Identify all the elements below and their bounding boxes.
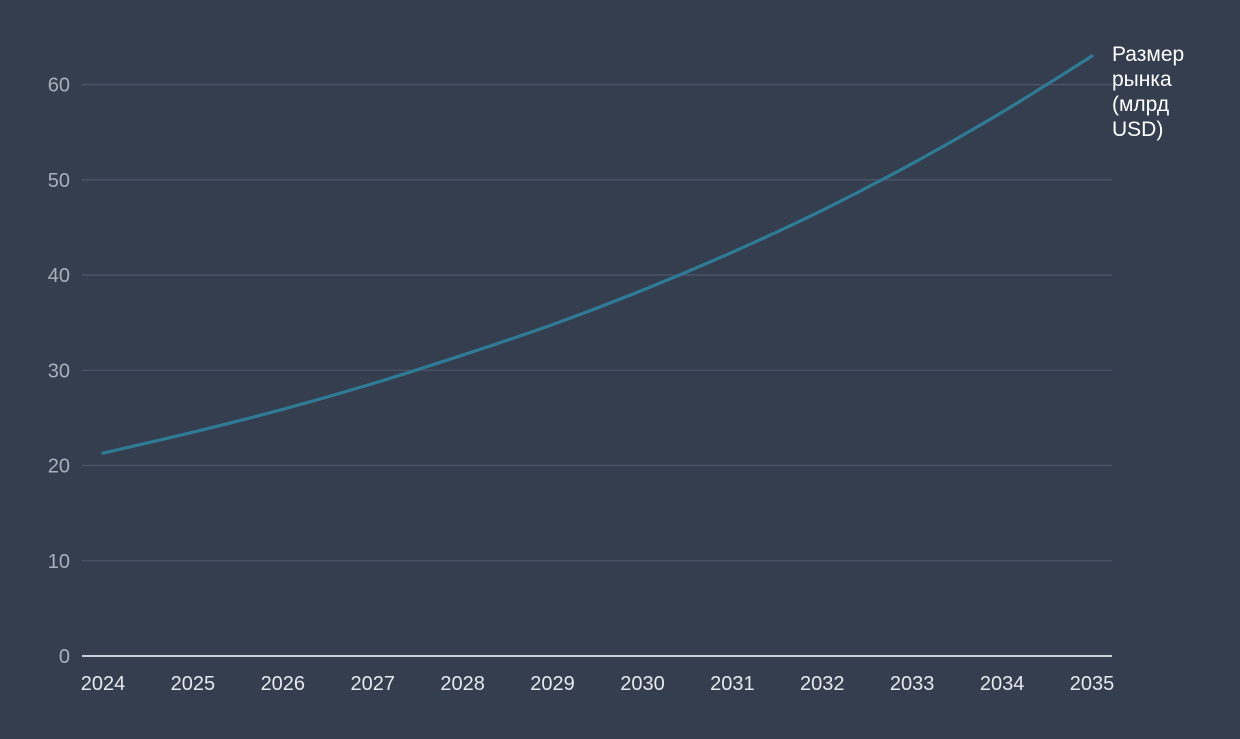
x-tick-label: 2033 bbox=[890, 673, 935, 695]
x-tick-label: 2035 bbox=[1070, 673, 1115, 695]
x-tick-label: 2034 bbox=[980, 673, 1025, 695]
x-tick-label: 2027 bbox=[350, 673, 395, 695]
x-tick-labels: 2024 2025 2026 2027 2028 2029 2030 2031 2032 2033… bbox=[81, 673, 1115, 695]
y-tick-label: 60 bbox=[48, 75, 70, 97]
series-label-line: USD) bbox=[1112, 118, 1163, 141]
series-label: Размер рынка (млрд USD) bbox=[1112, 43, 1184, 141]
series-layer bbox=[101, 54, 1094, 455]
series-label-line: рынка bbox=[1112, 68, 1172, 91]
x-tick-label: 2030 bbox=[620, 673, 665, 695]
x-tick-label: 2032 bbox=[800, 673, 845, 695]
x-tick-label: 2029 bbox=[530, 673, 575, 695]
x-tick-label: 2024 bbox=[81, 673, 126, 695]
y-tick-label: 10 bbox=[48, 551, 70, 573]
grid-layer bbox=[82, 83, 1112, 562]
x-tick-label: 2025 bbox=[171, 673, 216, 695]
series-labels: Размер рынка (млрд USD) bbox=[1112, 43, 1184, 141]
y-tick-labels: 0 10 20 30 40 50 60 bbox=[48, 75, 70, 668]
x-tick-label: 2031 bbox=[710, 673, 755, 695]
y-tick-label: 0 bbox=[59, 646, 70, 668]
y-tick-label: 40 bbox=[48, 265, 70, 287]
series-label-line: Размер bbox=[1112, 43, 1184, 66]
y-tick-label: 30 bbox=[48, 360, 70, 382]
y-tick-label: 20 bbox=[48, 456, 70, 478]
x-tick-label: 2028 bbox=[440, 673, 485, 695]
series-label-line: (млрд bbox=[1112, 93, 1169, 116]
series-line bbox=[101, 54, 1094, 455]
x-tick-label: 2026 bbox=[261, 673, 306, 695]
y-tick-label: 50 bbox=[48, 170, 70, 192]
